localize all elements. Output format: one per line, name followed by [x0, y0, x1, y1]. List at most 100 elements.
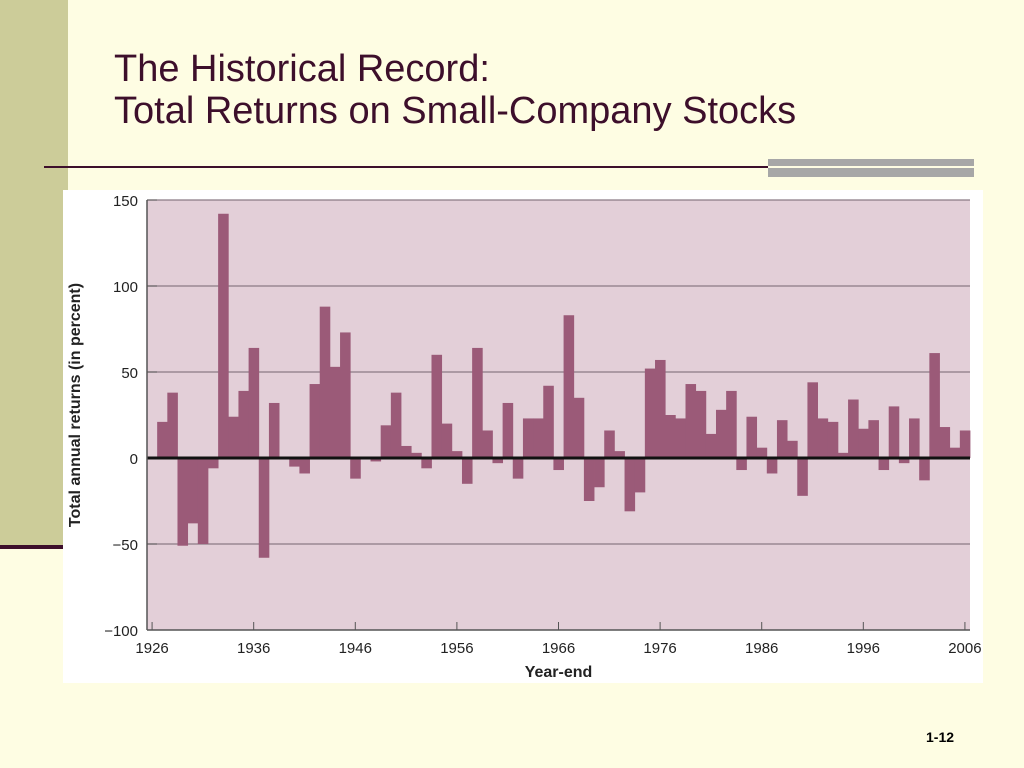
x-axis-title: Year-end — [525, 664, 593, 681]
bar-1941 — [299, 458, 310, 474]
bar-2005 — [949, 447, 961, 458]
bar-1963 — [522, 418, 534, 458]
x-tick-label: 1956 — [440, 640, 473, 657]
bar-1992 — [817, 418, 829, 458]
left-accent-rule — [0, 545, 68, 549]
page-number: 1-12 — [926, 729, 955, 745]
y-tick-label: 0 — [130, 451, 138, 468]
bar-1982 — [715, 409, 727, 458]
bar-1930 — [187, 458, 199, 524]
left-accent-band — [0, 0, 68, 548]
bar-1997 — [868, 420, 879, 458]
bar-1980 — [695, 390, 707, 458]
bar-1962 — [512, 458, 524, 479]
x-tick-label: 1986 — [745, 640, 778, 657]
bar-1974 — [634, 458, 646, 493]
bar-1953 — [421, 458, 432, 469]
bar-1971 — [604, 430, 615, 458]
bar-1983 — [726, 390, 737, 458]
bar-1977 — [665, 415, 676, 458]
bar-2003 — [929, 353, 940, 458]
bar-2000 — [898, 458, 910, 464]
bar-2002 — [919, 458, 930, 481]
x-tick-label: 1966 — [542, 640, 575, 657]
bar-1984 — [736, 458, 747, 471]
bar-1960 — [492, 458, 504, 464]
bar-1934 — [228, 416, 239, 458]
bar-1945 — [340, 332, 351, 458]
bar-1970 — [594, 458, 605, 488]
title-accent-bar — [768, 159, 974, 177]
bar-1935 — [238, 390, 250, 458]
x-tick-label: 2006 — [948, 640, 981, 657]
bar-1940 — [289, 458, 300, 467]
bar-2006 — [959, 430, 971, 458]
bar-1993 — [827, 421, 839, 458]
bar-1950 — [390, 392, 402, 458]
bar-1976 — [655, 359, 666, 458]
bar-1952 — [411, 452, 422, 458]
plot-area — [147, 200, 970, 630]
bar-1964 — [533, 418, 544, 458]
bar-1975 — [644, 368, 656, 458]
bar-1927 — [157, 421, 168, 458]
bar-1954 — [431, 354, 443, 458]
y-tick-label: 50 — [121, 365, 138, 382]
bar-1932 — [207, 458, 219, 469]
bar-1972 — [614, 451, 625, 458]
bar-1948 — [370, 458, 382, 462]
bar-1946 — [350, 458, 361, 479]
bar-1936 — [248, 347, 260, 458]
slide-title: The Historical Record: Total Returns on … — [114, 48, 796, 132]
x-tick-label: 1936 — [237, 640, 270, 657]
bar-1956 — [451, 451, 463, 458]
bar-1933 — [218, 213, 229, 458]
bar-1937 — [258, 458, 270, 558]
bar-1978 — [675, 418, 686, 458]
x-tick-label: 1976 — [643, 640, 676, 657]
bar-1943 — [319, 306, 331, 458]
bar-1959 — [482, 430, 493, 458]
bar-1979 — [685, 384, 697, 458]
bar-1929 — [177, 458, 189, 546]
bar-1968 — [573, 397, 585, 458]
y-tick-label: −50 — [113, 537, 138, 554]
bar-1967 — [563, 315, 575, 458]
y-axis-title: Total annual returns (in percent) — [67, 283, 84, 527]
bar-1987 — [766, 458, 778, 474]
chart-panel: 150 100 50 0 −50 −100 1926 1936 1946 1956 1966 1976… — [63, 190, 983, 683]
y-tick-label: 150 — [113, 193, 138, 210]
bar-1969 — [583, 458, 595, 501]
x-tick-label: 1926 — [135, 640, 168, 657]
bar-1944 — [329, 366, 341, 458]
bar-1961 — [502, 402, 514, 458]
bar-1995 — [848, 399, 859, 458]
bar-1999 — [888, 406, 900, 458]
y-tick-label: 100 — [113, 279, 138, 296]
bar-1988 — [776, 420, 788, 458]
bar-1996 — [858, 428, 869, 458]
x-tick-label: 1996 — [847, 640, 880, 657]
bar-1985 — [746, 416, 758, 458]
bar-1981 — [705, 433, 717, 458]
title-divider — [44, 166, 974, 168]
bar-1966 — [553, 458, 564, 471]
x-tick-label: 1946 — [339, 640, 372, 657]
bar-1998 — [878, 458, 890, 471]
bar-1938 — [268, 402, 280, 458]
bar-1965 — [543, 385, 554, 458]
bar-1951 — [401, 445, 412, 458]
bar-1949 — [380, 425, 392, 458]
bar-2004 — [939, 427, 951, 458]
bar-1955 — [441, 423, 453, 458]
bar-1957 — [461, 458, 473, 484]
bar-1973 — [624, 458, 636, 512]
slide-title-line-2: Total Returns on Small-Company Stocks — [114, 90, 797, 132]
bar-2001 — [909, 418, 920, 458]
bar-1991 — [807, 382, 818, 458]
y-tick-label: −100 — [104, 623, 138, 640]
bar-1994 — [837, 452, 849, 458]
bar-1958 — [472, 347, 483, 458]
bar-1931 — [197, 458, 209, 544]
